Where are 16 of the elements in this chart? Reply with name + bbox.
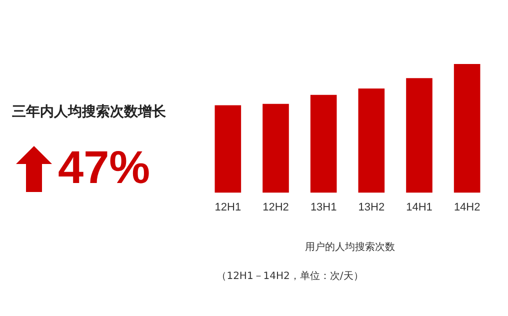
x-tick-label: 14H1 (406, 201, 432, 214)
x-tick-label: 13H2 (358, 201, 385, 214)
bar (262, 104, 289, 193)
x-tick-label: 14H2 (454, 201, 480, 214)
x-tick-label: 12H2 (262, 201, 289, 214)
bar (406, 78, 432, 193)
text: 三年内人均搜索次数增长 (12, 103, 166, 121)
bar (454, 64, 480, 193)
x-tick-label: 12H1 (214, 201, 242, 214)
bar (310, 94, 337, 193)
text: 用户的人均搜索次数 (304, 240, 396, 254)
bar (358, 88, 385, 193)
text: 47% (58, 140, 150, 194)
text: （12H1－14H2，单位：次/天） (216, 270, 364, 283)
x-tick-label: 13H1 (310, 201, 337, 214)
bar (214, 105, 242, 193)
